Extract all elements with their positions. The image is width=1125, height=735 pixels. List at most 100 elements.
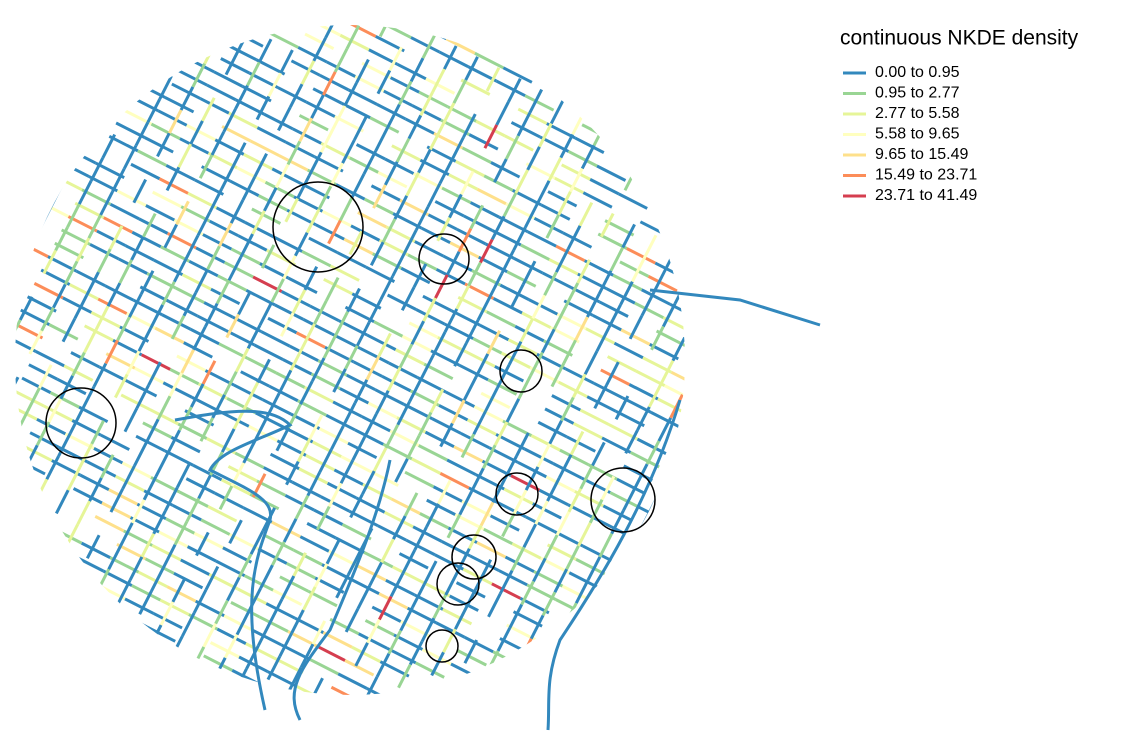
street-segment <box>209 641 240 659</box>
street-segment <box>457 649 488 667</box>
street-segment <box>575 558 606 576</box>
street-segment <box>173 520 189 546</box>
street-segment <box>399 606 414 632</box>
street-segment <box>301 250 332 268</box>
street-segment <box>278 154 309 172</box>
street-segment <box>308 414 324 440</box>
street-segment <box>425 77 456 95</box>
street-segment <box>377 171 408 189</box>
street-segment <box>234 84 249 110</box>
street-segment <box>530 434 561 452</box>
street-segment <box>392 565 422 583</box>
street-segment <box>207 505 238 523</box>
street-segment <box>598 300 629 318</box>
street-segment <box>249 530 265 555</box>
street-segment <box>378 592 409 610</box>
street-segment <box>220 165 235 190</box>
street-segment <box>338 196 354 222</box>
street-segment <box>146 98 162 124</box>
street-segment <box>621 223 636 249</box>
street-segment <box>477 558 493 584</box>
street-segment <box>116 316 131 342</box>
street-segment <box>381 25 412 39</box>
street-segment <box>652 268 667 294</box>
street-segment <box>647 275 678 293</box>
street-segment <box>284 494 315 512</box>
street-segment <box>156 132 171 158</box>
street-segment <box>372 447 388 472</box>
street-segment <box>499 283 530 301</box>
street-segment <box>341 402 357 427</box>
street-segment <box>203 39 218 65</box>
street-segment <box>366 333 397 351</box>
street-segment <box>663 384 685 402</box>
street-segment <box>15 403 38 421</box>
street-segment <box>445 37 476 55</box>
street-segment <box>430 651 445 677</box>
street-segment <box>288 83 304 108</box>
street-segment <box>122 144 138 170</box>
street-segment <box>470 467 485 493</box>
street-segment <box>398 80 413 106</box>
street-segment <box>350 224 381 242</box>
street-segment <box>134 121 150 147</box>
street-segment <box>577 522 592 547</box>
street-segment <box>121 461 152 479</box>
street-segment <box>514 169 529 194</box>
street-segment <box>85 271 100 297</box>
street-segment <box>316 505 331 531</box>
street-segment <box>607 304 622 329</box>
street-segment <box>243 574 274 592</box>
street-segment <box>376 103 407 121</box>
street-segment <box>265 602 296 620</box>
street-segment <box>197 474 212 500</box>
street-segment <box>289 344 319 362</box>
street-segment <box>463 635 494 654</box>
street-segment <box>404 470 435 489</box>
street-segment <box>269 31 299 49</box>
street-segment <box>536 443 552 468</box>
street-segment <box>417 411 433 437</box>
street-segment <box>140 353 171 371</box>
street-segment <box>90 311 121 329</box>
street-segment <box>473 405 504 423</box>
street-segment <box>120 393 151 411</box>
street-segment <box>393 195 409 220</box>
street-segment <box>264 180 295 199</box>
street-segment <box>449 241 480 259</box>
street-segment <box>566 225 582 250</box>
street-segment <box>271 167 302 185</box>
street-segment <box>109 488 125 513</box>
street-segment <box>465 319 480 344</box>
street-segment <box>290 59 321 77</box>
street-segment <box>657 417 673 442</box>
street-segment <box>476 295 492 321</box>
street-segment <box>422 560 438 585</box>
street-segment <box>367 401 398 419</box>
street-segment <box>271 520 302 539</box>
street-segment <box>306 522 337 540</box>
street-segment <box>592 313 622 332</box>
street-segment <box>199 97 230 115</box>
street-segment <box>63 364 94 382</box>
street-segment <box>326 60 356 78</box>
street-segment <box>390 497 421 515</box>
street-segment <box>569 430 585 456</box>
street-segment <box>100 433 130 451</box>
street-segment <box>132 178 147 204</box>
street-segment <box>355 321 371 347</box>
street-segment <box>524 94 555 112</box>
street-segment <box>612 273 643 292</box>
street-segment <box>596 164 627 182</box>
street-segment <box>560 396 575 422</box>
street-segment <box>500 351 531 369</box>
street-segment <box>123 407 139 433</box>
street-segment <box>90 420 105 445</box>
street-segment <box>279 312 295 337</box>
street-segment <box>394 458 409 483</box>
street-segment <box>528 298 559 316</box>
street-segment <box>579 408 610 426</box>
street-segment <box>396 400 411 426</box>
street-segment <box>78 443 94 468</box>
